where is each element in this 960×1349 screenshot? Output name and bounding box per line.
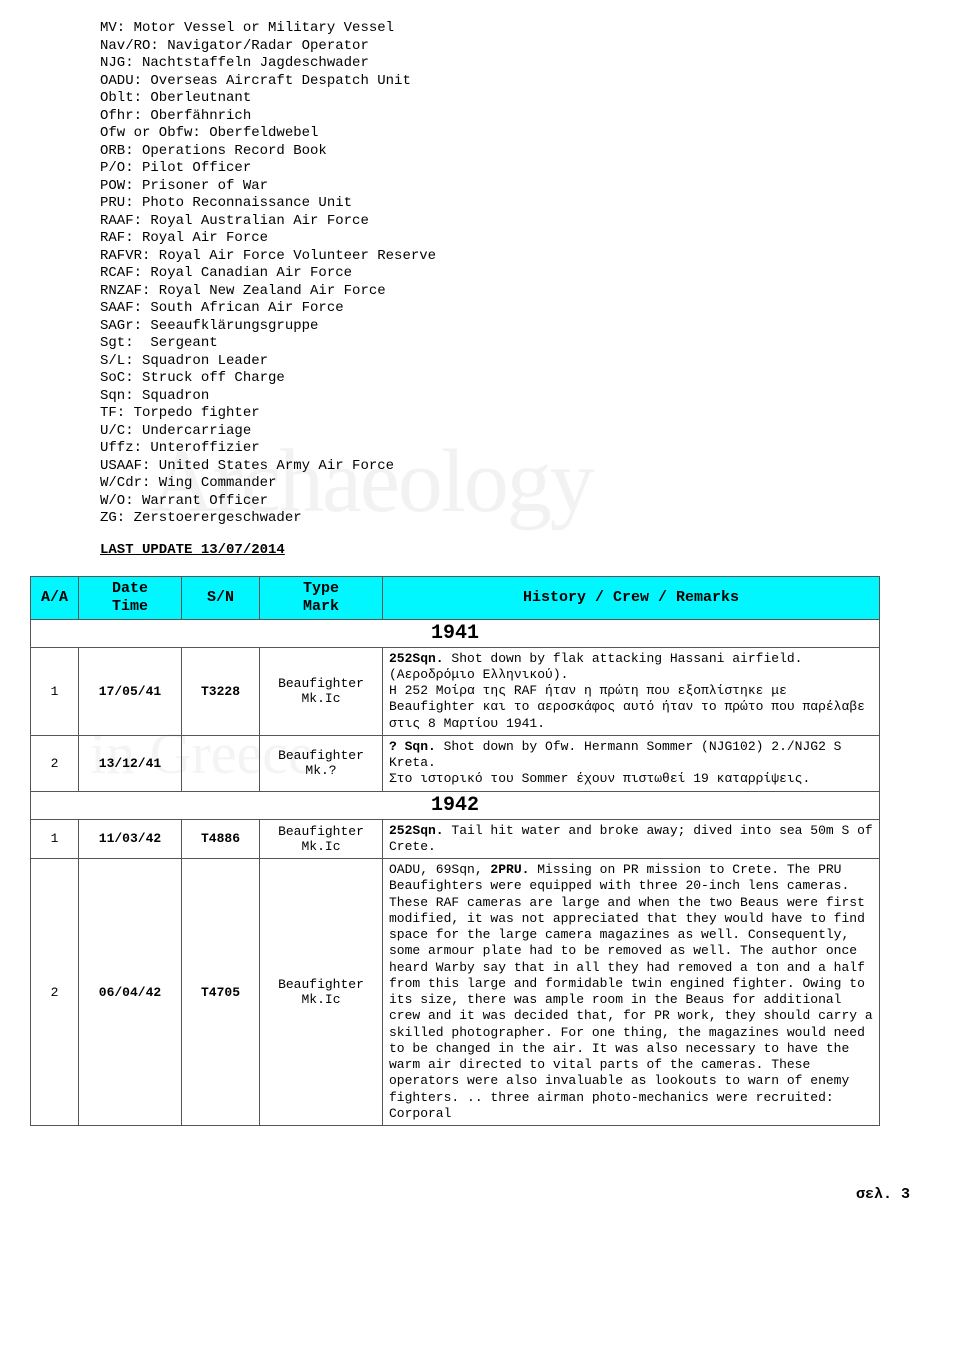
page-footer: σελ. 3 — [0, 1156, 960, 1213]
cell-history: OADU, 69Sqn, 2PRU. Missing on PR mission… — [383, 859, 880, 1126]
table-row: 2 06/04/42 T4705 Beaufighter Mk.Ic OADU,… — [31, 859, 880, 1126]
abbreviation-line: ZG: Zerstoerergeschwader — [100, 510, 920, 528]
table-header-row: A/A Date Time S/N Type Mark History / Cr… — [31, 576, 880, 619]
cell-type: Beaufighter Mk.? — [260, 735, 383, 791]
abbreviation-line: ORB: Operations Record Book — [100, 143, 920, 161]
cell-aa: 2 — [31, 735, 79, 791]
abbreviation-line: RCAF: Royal Canadian Air Force — [100, 265, 920, 283]
abbreviation-line: Ofhr: Oberfähnrich — [100, 108, 920, 126]
abbreviation-line: Uffz: Unteroffizier — [100, 440, 920, 458]
cell-aa: 2 — [31, 859, 79, 1126]
abbreviation-line: MV: Motor Vessel or Military Vessel — [100, 20, 920, 38]
cell-history: 252Sqn. Shot down by flak attacking Hass… — [383, 647, 880, 735]
cell-sn: T4705 — [182, 859, 260, 1126]
abbreviation-line: NJG: Nachtstaffeln Jagdeschwader — [100, 55, 920, 73]
header-type-line2: Mark — [266, 598, 376, 616]
abbreviation-line: RAF: Royal Air Force — [100, 230, 920, 248]
abbreviation-line: POW: Prisoner of War — [100, 178, 920, 196]
header-aa: A/A — [31, 576, 79, 619]
cell-date: 11/03/42 — [79, 819, 182, 859]
cell-type: Beaufighter Mk.Ic — [260, 859, 383, 1126]
header-date-line2: Time — [85, 598, 175, 616]
header-date-line1: Date — [85, 580, 175, 598]
abbreviation-line: RAAF: Royal Australian Air Force — [100, 213, 920, 231]
abbreviation-line: Sqn: Squadron — [100, 388, 920, 406]
abbreviation-line: PRU: Photo Reconnaissance Unit — [100, 195, 920, 213]
abbreviation-line: SAAF: South African Air Force — [100, 300, 920, 318]
year-cell: 1941 — [31, 619, 880, 647]
document-page: Archaeology in Greece MV: Motor Vessel o… — [0, 0, 960, 1156]
abbreviation-line: TF: Torpedo fighter — [100, 405, 920, 423]
abbreviation-line: Ofw or Obfw: Oberfeldwebel — [100, 125, 920, 143]
abbreviation-line: USAAF: United States Army Air Force — [100, 458, 920, 476]
cell-date: 13/12/41 — [79, 735, 182, 791]
abbreviation-line: P/O: Pilot Officer — [100, 160, 920, 178]
table-row: 1 11/03/42 T4886 Beaufighter Mk.Ic 252Sq… — [31, 819, 880, 859]
cell-history: 252Sqn. Tail hit water and broke away; d… — [383, 819, 880, 859]
abbreviation-list: MV: Motor Vessel or Military VesselNav/R… — [100, 20, 920, 528]
year-row-1941: 1941 — [31, 619, 880, 647]
cell-sn: T4886 — [182, 819, 260, 859]
cell-date: 17/05/41 — [79, 647, 182, 735]
header-type: Type Mark — [260, 576, 383, 619]
abbreviation-line: RAFVR: Royal Air Force Volunteer Reserve — [100, 248, 920, 266]
abbreviation-line: SAGr: Seeaufklärungsgruppe — [100, 318, 920, 336]
abbreviation-line: SoC: Struck off Charge — [100, 370, 920, 388]
cell-aa: 1 — [31, 647, 79, 735]
cell-date: 06/04/42 — [79, 859, 182, 1126]
cell-history: ? Sqn. Shot down by Ofw. Hermann Sommer … — [383, 735, 880, 791]
abbreviation-line: U/C: Undercarriage — [100, 423, 920, 441]
header-date: Date Time — [79, 576, 182, 619]
abbreviation-line: Oblt: Oberleutnant — [100, 90, 920, 108]
year-cell: 1942 — [31, 791, 880, 819]
table-row: 1 17/05/41 T3228 Beaufighter Mk.Ic 252Sq… — [31, 647, 880, 735]
abbreviation-line: OADU: Overseas Aircraft Despatch Unit — [100, 73, 920, 91]
table-row: 2 13/12/41 Beaufighter Mk.? ? Sqn. Shot … — [31, 735, 880, 791]
year-row-1942: 1942 — [31, 791, 880, 819]
cell-type: Beaufighter Mk.Ic — [260, 819, 383, 859]
abbreviation-line: S/L: Squadron Leader — [100, 353, 920, 371]
cell-sn — [182, 735, 260, 791]
abbreviation-line: Nav/RO: Navigator/Radar Operator — [100, 38, 920, 56]
losses-table: A/A Date Time S/N Type Mark History / Cr… — [30, 576, 880, 1127]
cell-aa: 1 — [31, 819, 79, 859]
last-update-line: LAST UPDATE 13/07/2014 — [100, 542, 920, 558]
abbreviation-line: Sgt: Sergeant — [100, 335, 920, 353]
cell-sn: T3228 — [182, 647, 260, 735]
abbreviation-line: RNZAF: Royal New Zealand Air Force — [100, 283, 920, 301]
header-history: History / Crew / Remarks — [383, 576, 880, 619]
abbreviation-line: W/O: Warrant Officer — [100, 493, 920, 511]
header-sn: S/N — [182, 576, 260, 619]
header-type-line1: Type — [266, 580, 376, 598]
cell-type: Beaufighter Mk.Ic — [260, 647, 383, 735]
abbreviation-line: W/Cdr: Wing Commander — [100, 475, 920, 493]
